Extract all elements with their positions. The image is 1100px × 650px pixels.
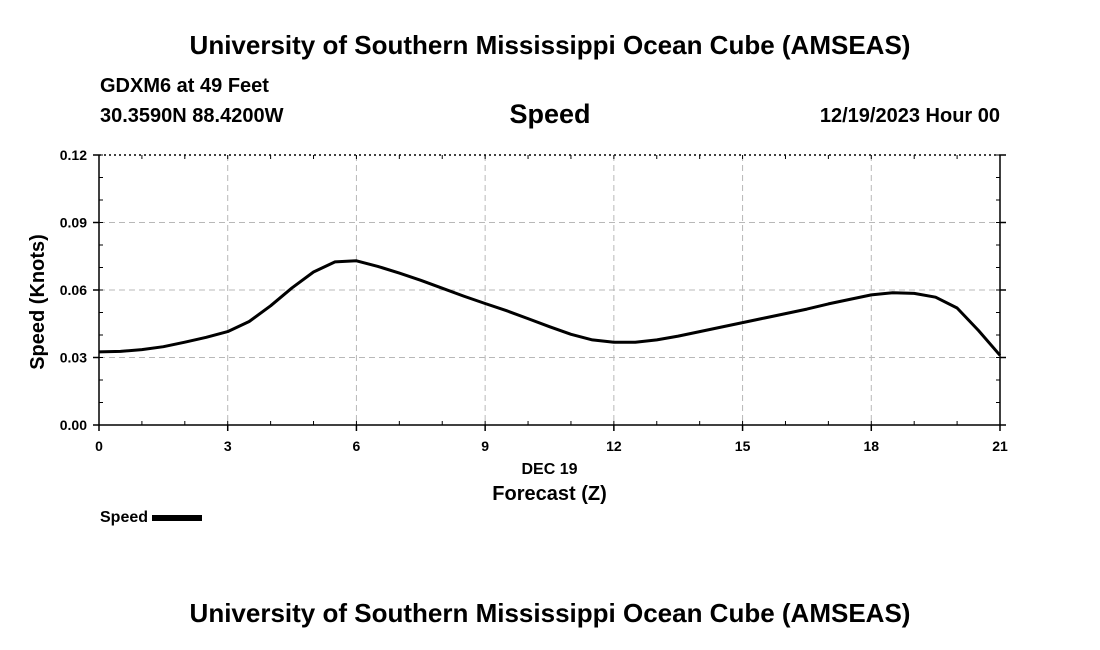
data-point bbox=[956, 307, 958, 309]
data-point bbox=[334, 261, 336, 263]
data-point bbox=[699, 331, 701, 333]
data-point bbox=[613, 341, 615, 343]
data-point bbox=[141, 349, 143, 351]
data-point bbox=[720, 326, 722, 328]
station-name: GDXM6 at 49 Feet bbox=[100, 75, 269, 97]
data-point bbox=[892, 292, 894, 294]
data-point bbox=[742, 322, 744, 324]
data-point bbox=[591, 339, 593, 341]
data-point bbox=[98, 351, 100, 353]
y-tick-label: 0.03 bbox=[60, 350, 87, 366]
x-axis-label: Forecast (Z) bbox=[492, 483, 606, 505]
data-point bbox=[913, 292, 915, 294]
data-point bbox=[978, 330, 980, 331]
data-point bbox=[634, 341, 636, 343]
data-point bbox=[506, 310, 508, 312]
data-point bbox=[527, 318, 529, 320]
data-point bbox=[806, 308, 808, 310]
legend: Speed bbox=[100, 509, 203, 527]
data-point bbox=[999, 354, 1001, 356]
legend-line-swatch bbox=[152, 515, 203, 521]
x-tick-label: 18 bbox=[863, 438, 879, 454]
data-point bbox=[784, 313, 786, 315]
data-point bbox=[870, 294, 872, 296]
data-point bbox=[162, 346, 164, 348]
y-tick-label: 0.00 bbox=[60, 417, 87, 433]
x-tick-label: 21 bbox=[992, 438, 1008, 454]
data-point bbox=[291, 287, 293, 289]
variable-title: Speed bbox=[509, 99, 591, 129]
x-axis-date-label: DEC 19 bbox=[521, 461, 577, 478]
legend-label: Speed bbox=[100, 509, 149, 526]
x-tick-label: 0 bbox=[95, 438, 103, 454]
data-point bbox=[484, 303, 486, 304]
data-point bbox=[849, 298, 851, 300]
data-point bbox=[763, 317, 765, 319]
data-point bbox=[827, 303, 829, 305]
chart-main-title: University of Southern Mississippi Ocean… bbox=[189, 30, 911, 60]
x-tick-label: 12 bbox=[606, 438, 622, 454]
x-tick-label: 15 bbox=[735, 438, 751, 454]
y-tick-label: 0.09 bbox=[60, 215, 87, 231]
data-point bbox=[549, 326, 550, 328]
station-coordinates: 30.3590N 88.4200W bbox=[100, 105, 284, 127]
data-point bbox=[119, 350, 121, 352]
series-line-speed bbox=[98, 259, 1002, 357]
y-tick-label: 0.12 bbox=[60, 147, 87, 163]
x-tick-label: 6 bbox=[353, 438, 361, 454]
data-point bbox=[270, 305, 272, 307]
data-point bbox=[313, 271, 315, 273]
data-point bbox=[227, 331, 229, 333]
y-tick-label: 0.06 bbox=[60, 282, 87, 298]
data-point bbox=[205, 336, 207, 338]
data-point bbox=[248, 321, 250, 322]
data-point bbox=[656, 339, 658, 341]
y-axis-label: Speed (Knots) bbox=[27, 234, 49, 370]
data-point bbox=[355, 260, 357, 262]
data-point bbox=[570, 333, 572, 335]
data-point bbox=[677, 335, 679, 337]
footer-title: University of Southern Mississippi Ocean… bbox=[189, 598, 911, 628]
data-point bbox=[420, 279, 422, 281]
x-tick-label: 3 bbox=[224, 438, 232, 454]
forecast-datetime: 12/19/2023 Hour 00 bbox=[819, 105, 1000, 127]
data-point bbox=[441, 287, 443, 289]
data-point bbox=[398, 272, 400, 274]
data-point bbox=[935, 296, 937, 298]
x-tick-label: 9 bbox=[481, 438, 489, 454]
data-point bbox=[377, 265, 379, 267]
data-point bbox=[184, 341, 186, 343]
data-point bbox=[463, 295, 465, 297]
